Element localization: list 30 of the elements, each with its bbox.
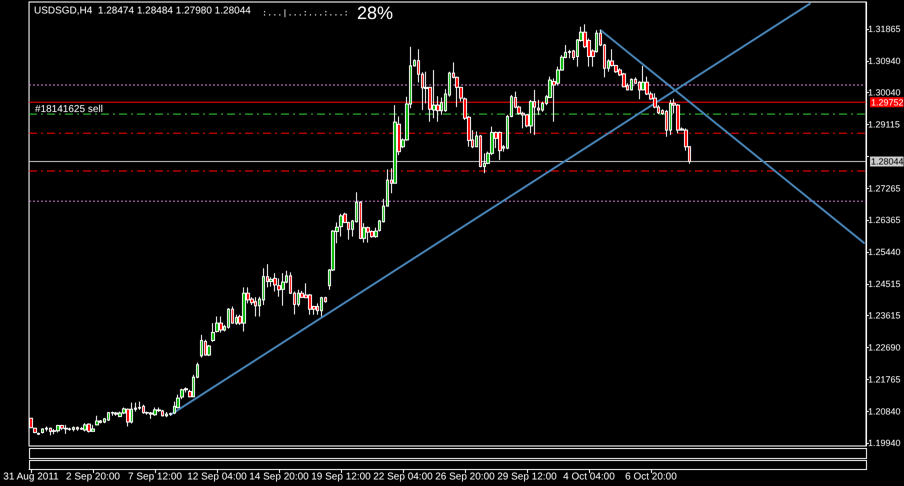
annotation: 28% [357, 3, 394, 23]
y-tick-label: 1.22690 [868, 342, 901, 352]
y-tick-label: 1.20840 [868, 406, 901, 417]
text: 1.28044 [871, 156, 904, 167]
x-tick-label: 4 Oct 04:00 [563, 472, 616, 482]
x-tick-label: 29 Sep 12:00 [497, 472, 558, 482]
y-tick-label: 1.29115 [868, 119, 900, 130]
y-tick-label: 1.19940 [868, 438, 901, 448]
x-tick-label: 26 Sep 20:00 [435, 472, 496, 482]
x-tick-label: 14 Sep 20:00 [249, 472, 310, 482]
x-tick-label: 7 Sep 12:00 [128, 472, 182, 482]
y-tick-label: 1.26365 [868, 214, 901, 225]
y-tick-label: 1.30040 [868, 87, 901, 98]
x-tick-label: 19 Sep 12:00 [311, 472, 372, 482]
x-tick-label: 31 Aug 2011 [3, 472, 60, 482]
chart-title: USDSGD,H4 1.28474 1.28484 1.27980 1.28044 [34, 6, 252, 16]
text: 1.29752 [871, 97, 904, 108]
x-tick-label: 6 Oct 20:00 [625, 472, 678, 482]
annotation: :...|...:...:...: [262, 8, 349, 18]
y-tick-label: 1.23615 [868, 310, 901, 320]
y-tick-label: 1.25440 [868, 246, 901, 257]
y-tick-label: 1.21765 [868, 374, 901, 385]
x-tick-label: 2 Sep 20:00 [66, 472, 120, 482]
y-tick-label: 1.30940 [868, 56, 901, 66]
y-tick-label: 1.24515 [868, 279, 901, 290]
x-tick-label: 22 Sep 04:00 [373, 472, 434, 482]
ref-line-label: #18141625 sell [35, 104, 103, 115]
x-tick-label: 12 Sep 04:00 [187, 472, 248, 482]
y-tick-label: 1.31865 [868, 24, 901, 34]
y-tick-label: 1.27265 [868, 184, 901, 194]
